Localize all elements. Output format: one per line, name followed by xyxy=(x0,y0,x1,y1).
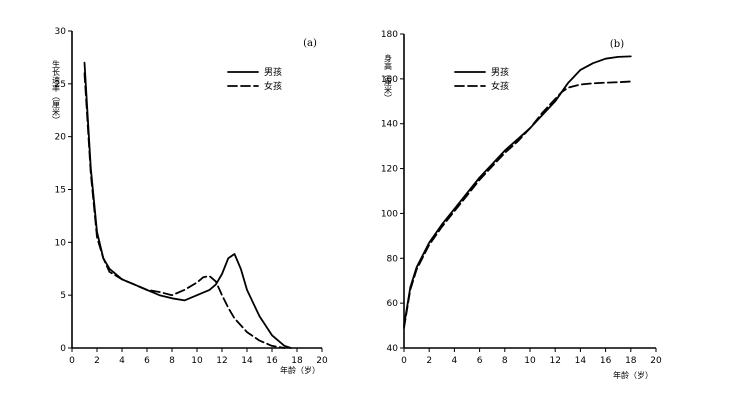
y-tick-label: 25 xyxy=(55,80,66,90)
series-line-boys xyxy=(403,55,632,327)
x-tick-label: 20 xyxy=(650,356,662,366)
x-tick-label: 14 xyxy=(241,356,253,366)
y-tick-label: 10 xyxy=(55,238,67,248)
legend-label-girls: 女孩 xyxy=(491,80,509,92)
x-tick-label: 4 xyxy=(452,356,458,366)
x-tick-label: 20 xyxy=(316,356,328,366)
y-tick-label: 20 xyxy=(55,133,67,143)
y-tick-label: 120 xyxy=(381,165,398,175)
y-tick-label: 15 xyxy=(55,186,66,196)
y-tick-label: 100 xyxy=(381,209,398,219)
x-tick-label: 16 xyxy=(266,356,278,366)
x-tick-label: 10 xyxy=(191,356,203,366)
y-tick-label: 30 xyxy=(55,27,67,37)
y-axis-title: 生长速率（厘米） xyxy=(52,59,61,124)
x-tick-label: 0 xyxy=(401,356,407,366)
growth-rate-chart: 0 5 10 15 20 25 30 0 2 4 6 8 10 12 14 16 18 20 (a) 生长速率（厘米）… xyxy=(52,27,328,375)
x-axis-title: 年龄（岁） xyxy=(280,365,320,375)
x-tick-label: 6 xyxy=(144,356,150,366)
y-tick-label: 160 xyxy=(381,75,398,85)
y-tick-label: 180 xyxy=(381,30,398,40)
series-line-girls xyxy=(83,72,286,349)
y-tick-label: 80 xyxy=(387,254,399,264)
y-tick-label: 60 xyxy=(387,299,399,309)
legend-label-girls: 女孩 xyxy=(264,80,282,92)
x-tick-label: 12 xyxy=(549,356,560,366)
x-tick-label: 18 xyxy=(291,356,303,366)
height-chart: 40 60 80 100 120 140 160 180 0 2 4 6 8 10 12 14 16 18 20 (b… xyxy=(381,30,662,380)
x-tick-label: 18 xyxy=(625,356,637,366)
series-line-boys xyxy=(83,61,292,349)
x-axis-title: 年龄（岁） xyxy=(613,370,653,380)
x-tick-label: 12 xyxy=(216,356,227,366)
x-tick-label: 0 xyxy=(69,356,75,366)
y-axis-title: 身高（厘米） xyxy=(384,53,393,102)
x-tick-label: 10 xyxy=(524,356,536,366)
series-line-girls xyxy=(403,80,632,329)
x-tick-label: 6 xyxy=(477,356,483,366)
x-tick-label: 16 xyxy=(600,356,612,366)
panel-label: (b) xyxy=(610,39,624,50)
y-tick-label: 40 xyxy=(387,344,399,354)
x-tick-label: 2 xyxy=(426,356,432,366)
panel-label: (a) xyxy=(303,38,317,49)
x-tick-label: 4 xyxy=(119,356,125,366)
y-tick-label: 5 xyxy=(60,291,66,301)
x-tick-label: 8 xyxy=(502,356,508,366)
x-tick-label: 8 xyxy=(169,356,175,366)
x-tick-label: 14 xyxy=(575,356,587,366)
x-tick-label: 2 xyxy=(94,356,100,366)
y-tick-label: 140 xyxy=(381,120,398,130)
legend-label-boys: 男孩 xyxy=(491,66,509,78)
legend-label-boys: 男孩 xyxy=(264,66,282,78)
y-tick-label: 0 xyxy=(60,344,66,354)
